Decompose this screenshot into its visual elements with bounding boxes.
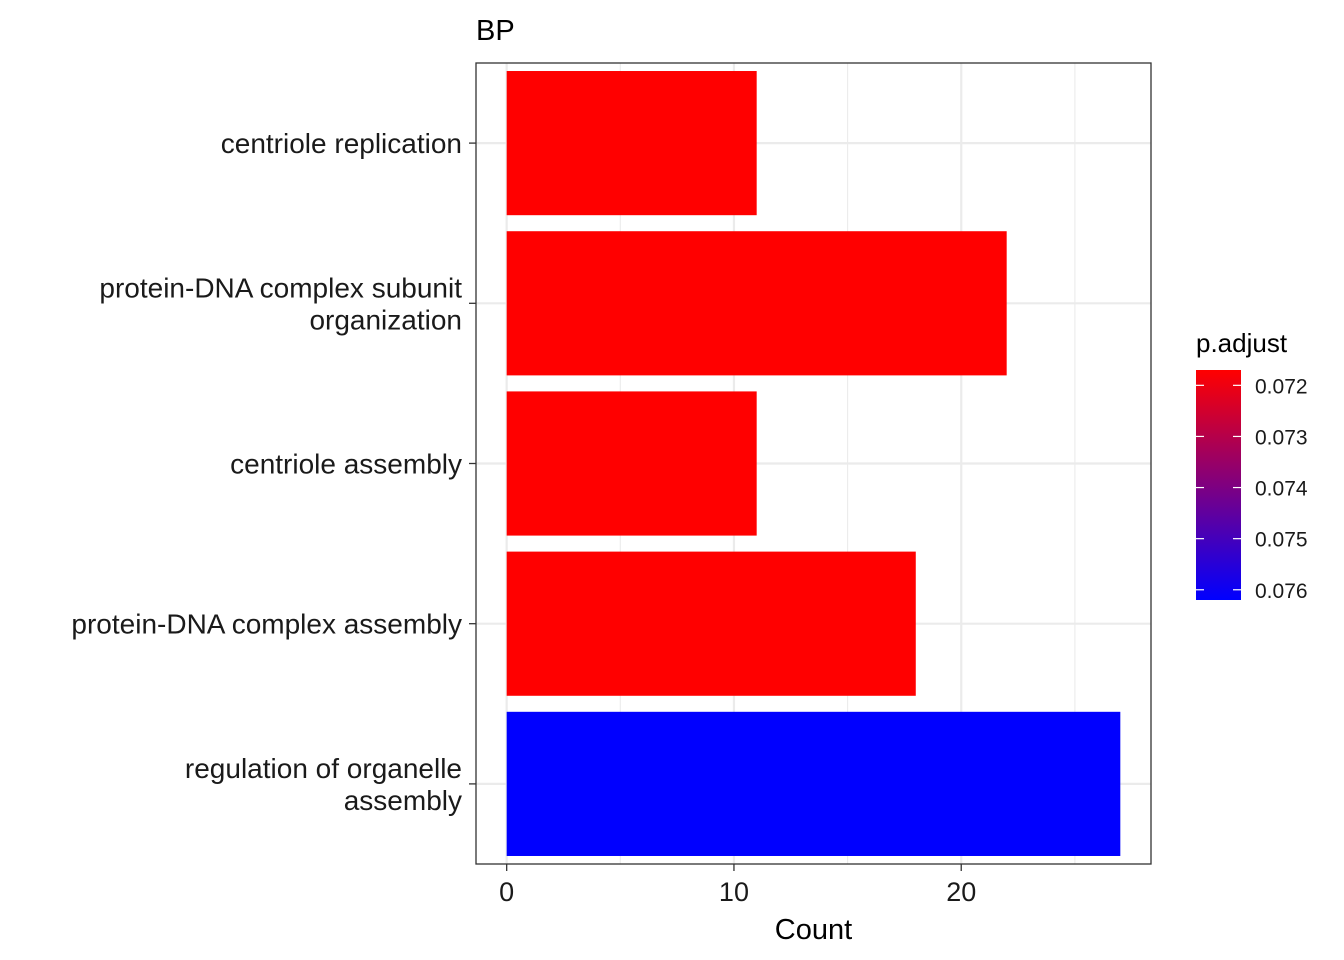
bar bbox=[506, 391, 757, 536]
legend-ticks: 0.072 0.073 0.074 0.075 0.076 bbox=[1196, 375, 1308, 603]
y-tick-label: protein-DNA complex subunit organization bbox=[99, 272, 462, 335]
bars bbox=[506, 71, 1121, 856]
legend-tick-label: 0.073 bbox=[1255, 426, 1308, 449]
x-axis-label: Count bbox=[775, 914, 852, 946]
y-tick-label: centriole assembly bbox=[230, 449, 462, 480]
legend: p.adjust 0.072 0.073 0.074 0.075 0.076 bbox=[1196, 328, 1308, 603]
legend-tick-label: 0.076 bbox=[1255, 580, 1308, 603]
y-tick-label: protein-DNA complex assembly bbox=[71, 609, 462, 640]
y-tick-label: centriole replication bbox=[221, 128, 462, 159]
x-tick-label: 20 bbox=[946, 877, 976, 907]
y-tick-label: regulation of organelle assembly bbox=[185, 753, 462, 816]
bar bbox=[506, 71, 757, 216]
legend-colorbar bbox=[1196, 370, 1241, 600]
legend-tick-label: 0.074 bbox=[1255, 478, 1308, 501]
x-tick-label: 0 bbox=[499, 877, 514, 907]
bar bbox=[506, 231, 1007, 376]
legend-tick-label: 0.075 bbox=[1255, 529, 1308, 552]
y-axis: centriole replication protein-DNA complex… bbox=[71, 128, 476, 816]
bar bbox=[506, 711, 1121, 856]
x-tick-label: 10 bbox=[719, 877, 749, 907]
chart-title: BP bbox=[476, 15, 515, 47]
legend-title: p.adjust bbox=[1196, 328, 1288, 358]
bar bbox=[506, 551, 916, 696]
legend-tick-label: 0.072 bbox=[1255, 375, 1308, 398]
x-axis: 0 10 20 bbox=[499, 864, 976, 907]
